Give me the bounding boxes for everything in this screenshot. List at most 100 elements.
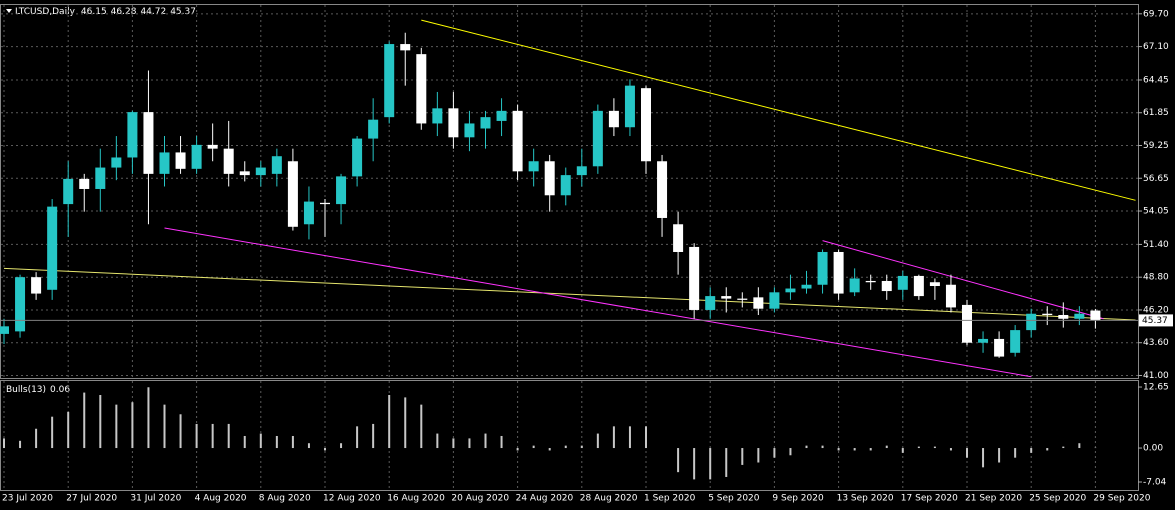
candle-body: [79, 178, 90, 189]
price-tag-bg: [1139, 314, 1173, 327]
x-tick-label: 20 Aug 2020: [451, 494, 509, 504]
candle-body: [737, 298, 748, 300]
candle-body: [63, 178, 74, 205]
x-tick-label: 8 Aug 2020: [259, 494, 311, 504]
x-tick-label: 17 Sep 2020: [901, 494, 958, 504]
x-tick-label: 21 Sep 2020: [965, 494, 1022, 504]
candle-body: [0, 326, 9, 334]
x-tick-label: 23 Jul 2020: [2, 494, 53, 504]
candle-body: [496, 110, 507, 121]
candle-body: [769, 292, 780, 309]
candle-body: [994, 338, 1005, 357]
candle-body: [721, 296, 732, 299]
open-value: 46.15: [81, 7, 107, 17]
x-tick-label: 9 Sep 2020: [772, 494, 824, 504]
candle-body: [255, 167, 266, 176]
candle-body: [929, 282, 940, 287]
price-tag: 45.37: [1142, 316, 1168, 326]
x-tick-label: 16 Aug 2020: [387, 494, 445, 504]
y-tick-label: 41.00: [1143, 371, 1169, 381]
candle-body: [528, 161, 539, 172]
symbol: LTCUSD,Daily: [15, 7, 76, 17]
candle-body: [207, 144, 218, 149]
y-tick-label: 64.45: [1143, 75, 1169, 85]
close-value: 45.37: [170, 7, 196, 17]
candle-body: [127, 112, 138, 158]
x-tick-label: 27 Jul 2020: [66, 494, 117, 504]
candle-body: [223, 148, 234, 174]
candle-body: [785, 288, 796, 293]
candle-body: [962, 304, 972, 343]
candle-body: [384, 44, 395, 118]
trendline: [3, 267, 1136, 321]
candle-body: [657, 161, 668, 218]
bulls-panel-frame: [0, 380, 1139, 491]
candle-body: [303, 201, 314, 225]
candle-body: [641, 88, 651, 162]
candle-body: [400, 44, 411, 51]
candle-body: [833, 251, 844, 294]
candle-body: [689, 246, 700, 310]
candle-body: [817, 251, 828, 285]
candle-body: [111, 157, 122, 168]
low-value: 44.72: [140, 7, 166, 17]
candle-body: [592, 110, 603, 167]
trendline: [421, 19, 1136, 201]
candle-body: [624, 85, 635, 128]
candle-body: [448, 108, 459, 138]
x-tick-label: 4 Aug 2020: [195, 494, 247, 504]
candle-body: [512, 110, 523, 172]
candle-body: [416, 54, 427, 124]
x-tick-label: 25 Sep 2020: [1029, 494, 1086, 504]
y-tick-label: 48.80: [1143, 273, 1169, 283]
header: LTCUSD,Daily 46.15 46.28 44.72 45.37: [15, 7, 196, 17]
y-tick-label: 43.60: [1143, 338, 1169, 348]
x-tick-label: 28 Aug 2020: [580, 494, 638, 504]
high-value: 46.28: [111, 7, 137, 17]
x-tick-label: 1 Sep 2020: [644, 494, 696, 504]
candle-body: [705, 296, 716, 310]
candle-body: [15, 277, 26, 332]
y-tick-label: 54.05: [1143, 207, 1169, 217]
candle-body: [143, 112, 154, 174]
candle-body: [191, 144, 202, 169]
candle-body: [368, 119, 379, 139]
candle-body: [95, 167, 106, 189]
candle-body: [239, 171, 250, 176]
x-tick-label: 5 Sep 2020: [708, 494, 760, 504]
candle-body: [352, 138, 363, 177]
y-tick-label: 67.10: [1143, 42, 1169, 52]
candle-body: [1058, 314, 1069, 319]
x-tick-label: 29 Sep 2020: [1093, 494, 1150, 504]
candle-body: [320, 202, 330, 205]
menu-arrow: [6, 9, 12, 13]
y-tick-label: 0.00: [1143, 444, 1163, 454]
candle-body: [271, 156, 282, 174]
candle-body: [480, 117, 491, 129]
candle-body: [576, 166, 587, 176]
candle-body: [336, 176, 347, 205]
candle-body: [945, 284, 956, 308]
x-tick-label: 13 Sep 2020: [837, 494, 894, 504]
candle-body: [560, 175, 571, 196]
candle-body: [865, 280, 876, 283]
x-tick-label: 24 Aug 2020: [516, 494, 574, 504]
candle-body: [1026, 313, 1037, 331]
candle-body: [1074, 313, 1085, 319]
candle-body: [1010, 330, 1021, 353]
x-tick-label: 31 Jul 2020: [130, 494, 181, 504]
trendline: [822, 240, 1104, 320]
candle-body: [1090, 310, 1101, 321]
candle-body: [175, 152, 186, 169]
candle-body: [801, 284, 812, 289]
candle-body: [1042, 313, 1053, 315]
candle-body: [673, 224, 684, 252]
candle-body: [432, 108, 443, 124]
candle-body: [849, 278, 860, 293]
main-panel-frame: [0, 4, 1139, 379]
bulls-header: Bulls(13) 0.06: [6, 385, 70, 395]
candle-body: [159, 152, 170, 174]
candle-body: [608, 110, 619, 128]
